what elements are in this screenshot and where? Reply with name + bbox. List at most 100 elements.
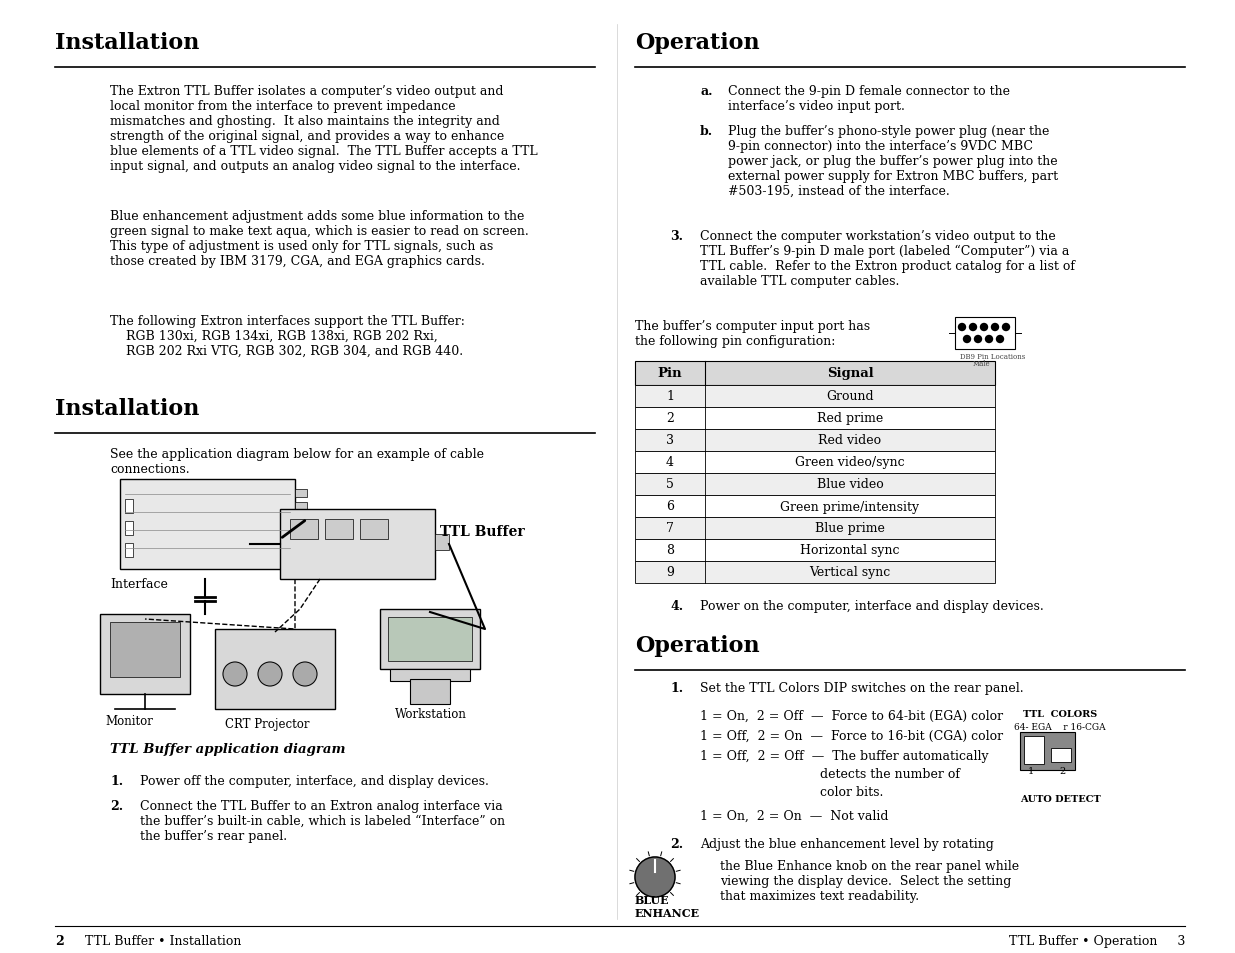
Text: the Blue Enhance knob on the rear panel while
viewing the display device.  Selec: the Blue Enhance knob on the rear panel … xyxy=(720,859,1019,902)
Bar xyxy=(359,519,388,539)
Text: 2.: 2. xyxy=(110,800,124,812)
Text: Green prime/intensity: Green prime/intensity xyxy=(781,500,920,513)
Bar xyxy=(295,555,308,562)
Bar xyxy=(635,430,995,452)
Circle shape xyxy=(258,662,282,686)
Bar xyxy=(1051,748,1071,762)
Bar xyxy=(295,516,308,523)
Text: BLUE
ENHANCE: BLUE ENHANCE xyxy=(635,894,700,918)
Bar xyxy=(295,529,308,537)
Text: Connect the computer workstation’s video output to the
TTL Buffer’s 9-pin D male: Connect the computer workstation’s video… xyxy=(700,230,1074,288)
Circle shape xyxy=(997,336,1004,343)
Bar xyxy=(110,622,180,678)
Text: Pin: Pin xyxy=(658,367,682,380)
Bar xyxy=(635,386,995,408)
Text: Green video/sync: Green video/sync xyxy=(795,456,905,469)
Bar xyxy=(388,618,472,661)
Bar xyxy=(635,361,995,386)
Text: Blue video: Blue video xyxy=(816,478,883,491)
Text: See the application diagram below for an example of cable
connections.: See the application diagram below for an… xyxy=(110,448,484,476)
Bar xyxy=(280,510,435,579)
Circle shape xyxy=(224,662,247,686)
Text: Workstation: Workstation xyxy=(395,707,467,720)
Text: TTL  COLORS: TTL COLORS xyxy=(1023,709,1097,719)
Text: Connect the TTL Buffer to an Extron analog interface via
the buffer’s built-in c: Connect the TTL Buffer to an Extron anal… xyxy=(140,800,505,842)
Text: 9: 9 xyxy=(666,566,674,578)
Text: Vertical sync: Vertical sync xyxy=(809,566,890,578)
Bar xyxy=(295,541,308,550)
Text: 64- EGA    r 16-CGA: 64- EGA r 16-CGA xyxy=(1014,722,1105,731)
Bar xyxy=(295,490,308,497)
Bar xyxy=(325,519,353,539)
Text: 1.: 1. xyxy=(671,681,683,695)
Circle shape xyxy=(992,324,999,331)
Text: color bits.: color bits. xyxy=(820,785,883,799)
Text: 8: 8 xyxy=(666,544,674,557)
Bar xyxy=(380,609,480,669)
Text: Installation: Installation xyxy=(56,32,199,54)
Text: 1 = On,  2 = Off  —  Force to 64-bit (EGA) color: 1 = On, 2 = Off — Force to 64-bit (EGA) … xyxy=(700,709,1003,722)
Text: 2: 2 xyxy=(1058,766,1065,775)
Text: b.: b. xyxy=(700,125,713,138)
Bar xyxy=(390,669,471,681)
Text: Monitor: Monitor xyxy=(105,714,153,727)
Text: Installation: Installation xyxy=(56,397,199,419)
Bar xyxy=(295,502,308,511)
Text: Operation: Operation xyxy=(635,32,760,54)
Circle shape xyxy=(963,336,971,343)
Text: 7: 7 xyxy=(666,522,674,535)
Text: TTL Buffer application diagram: TTL Buffer application diagram xyxy=(110,742,346,755)
Circle shape xyxy=(293,662,317,686)
Bar xyxy=(635,539,995,561)
Bar xyxy=(125,499,133,514)
Text: Adjust the blue enhancement level by rotating: Adjust the blue enhancement level by rot… xyxy=(700,837,994,850)
Bar xyxy=(410,679,450,704)
Bar xyxy=(635,408,995,430)
Text: The following Extron interfaces support the TTL Buffer:
    RGB 130xi, RGB 134xi: The following Extron interfaces support … xyxy=(110,314,464,357)
Text: Red video: Red video xyxy=(819,434,882,447)
Circle shape xyxy=(974,336,982,343)
Bar xyxy=(125,521,133,536)
Text: Plug the buffer’s phono-style power plug (near the
9-pin connector) into the int: Plug the buffer’s phono-style power plug… xyxy=(727,125,1058,198)
Text: 5: 5 xyxy=(666,478,674,491)
Bar xyxy=(635,496,995,517)
Bar xyxy=(955,317,1015,350)
Circle shape xyxy=(981,324,988,331)
Bar xyxy=(1024,737,1044,764)
Text: CRT Projector: CRT Projector xyxy=(225,718,310,730)
Text: 1 = Off,  2 = On  —  Force to 16-bit (CGA) color: 1 = Off, 2 = On — Force to 16-bit (CGA) … xyxy=(700,729,1003,742)
Text: 2: 2 xyxy=(56,934,64,947)
Text: AUTO DETECT: AUTO DETECT xyxy=(1020,794,1100,803)
Text: 3.: 3. xyxy=(671,230,683,243)
Bar xyxy=(635,474,995,496)
Circle shape xyxy=(969,324,977,331)
Text: Interface: Interface xyxy=(110,578,168,590)
Text: Red prime: Red prime xyxy=(816,412,883,425)
Text: Male: Male xyxy=(973,359,990,368)
Text: The buffer’s computer input port has
the following pin configuration:: The buffer’s computer input port has the… xyxy=(635,319,871,348)
Text: 1 = On,  2 = On  —  Not valid: 1 = On, 2 = On — Not valid xyxy=(700,809,888,822)
Text: Blue enhancement adjustment adds some blue information to the
green signal to ma: Blue enhancement adjustment adds some bl… xyxy=(110,210,529,268)
Bar xyxy=(125,543,133,558)
Bar xyxy=(1020,732,1074,770)
Text: TTL Buffer: TTL Buffer xyxy=(440,524,525,538)
Text: Ground: Ground xyxy=(826,390,874,403)
Text: detects the number of: detects the number of xyxy=(820,767,960,781)
Text: 1.: 1. xyxy=(110,774,124,787)
Circle shape xyxy=(958,324,966,331)
Text: 4: 4 xyxy=(666,456,674,469)
Text: 3: 3 xyxy=(666,434,674,447)
Text: Horizontal sync: Horizontal sync xyxy=(800,544,900,557)
Bar xyxy=(215,629,335,709)
Bar xyxy=(435,535,450,551)
Text: Power on the computer, interface and display devices.: Power on the computer, interface and dis… xyxy=(700,599,1044,613)
Circle shape xyxy=(635,857,676,897)
Text: Operation: Operation xyxy=(635,635,760,657)
Text: TTL Buffer • Operation     3: TTL Buffer • Operation 3 xyxy=(1009,934,1186,947)
Bar xyxy=(100,615,190,695)
Bar xyxy=(635,561,995,583)
Text: Power off the computer, interface, and display devices.: Power off the computer, interface, and d… xyxy=(140,774,489,787)
Text: TTL Buffer • Installation: TTL Buffer • Installation xyxy=(85,934,241,947)
Text: Signal: Signal xyxy=(826,367,873,380)
Text: Blue prime: Blue prime xyxy=(815,522,885,535)
